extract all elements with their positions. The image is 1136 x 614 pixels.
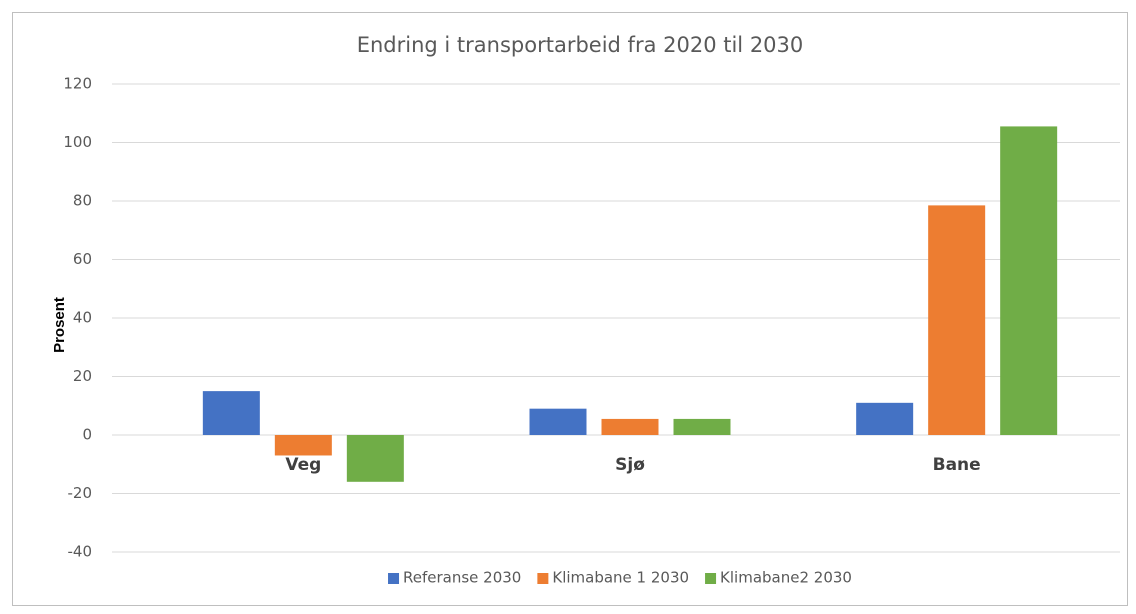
x-tick-label: Veg [285,455,321,475]
x-tick-label: Sjø [615,455,645,475]
legend-label: Referanse 2030 [403,569,521,587]
bar [274,435,332,456]
bar [1000,126,1058,435]
y-tick-label: 100 [63,133,92,151]
y-tick-label: 40 [73,309,92,327]
y-tick-label: -40 [68,543,93,561]
x-tick-label: Bane [933,455,981,475]
bar [202,391,260,435]
legend-label: Klimabane 1 2030 [552,569,689,587]
bar [529,408,587,435]
bar [346,435,404,482]
y-axis-label: Prosent [51,297,68,353]
legend-label: Klimabane2 2030 [720,569,852,587]
bar [673,418,731,435]
y-tick-label: -20 [68,484,93,502]
legend-swatch [388,573,400,584]
bar [928,205,986,435]
bar [856,402,914,435]
y-tick-label: 80 [73,192,92,210]
y-tick-label: 20 [73,367,92,385]
y-tick-label: 0 [82,426,92,444]
y-tick-label: 60 [73,250,92,268]
y-tick-label: 120 [63,75,92,93]
legend-swatch [537,573,549,584]
chart-title: Endring i transportarbeid fra 2020 til 2… [357,33,804,57]
legend-swatch [705,573,717,584]
bar [601,418,659,435]
